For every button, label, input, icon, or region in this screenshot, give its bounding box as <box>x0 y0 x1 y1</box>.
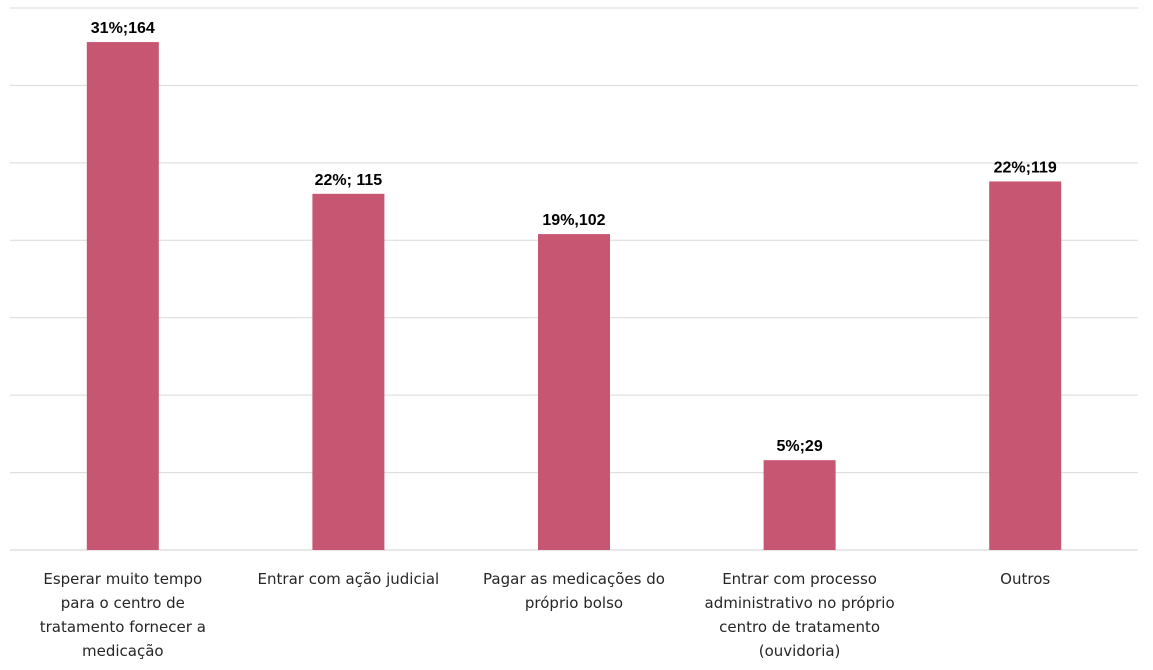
category-label: Outros <box>1000 570 1050 588</box>
category-label-line: Pagar as medicações do <box>483 570 665 588</box>
category-label-line: Outros <box>1000 570 1050 588</box>
data-label: 22%; 115 <box>315 172 383 189</box>
category-label-line: (ouvidoria) <box>759 642 841 660</box>
category-label-line: Entrar com processo <box>722 570 877 588</box>
data-label: 19%,102 <box>542 212 605 229</box>
data-label: 22%;119 <box>994 159 1057 176</box>
category-label-line: medicação <box>82 642 164 660</box>
data-label: 5%;29 <box>776 438 822 455</box>
bar <box>763 460 836 550</box>
category-label-line: administrativo no próprio <box>705 594 895 612</box>
data-label: 31%;164 <box>91 20 155 37</box>
bar <box>538 234 610 550</box>
category-label: Entrar com ação judicial <box>258 570 440 588</box>
bar <box>86 42 159 550</box>
category-label: Esperar muito tempo para o centro de trata… <box>40 570 206 660</box>
bar <box>312 193 385 551</box>
category-label: Pagar as medicações do próprio bolso <box>483 570 665 612</box>
bars <box>86 42 1062 551</box>
bar <box>989 181 1062 550</box>
category-label-line: tratamento fornecer a <box>40 618 206 636</box>
category-label-line: próprio bolso <box>525 594 623 612</box>
category-label: Entrar com processo administrativo no pró… <box>705 570 895 660</box>
category-label-line: centro de tratamento <box>719 618 880 636</box>
category-label-line: para o centro de <box>61 594 185 612</box>
category-labels: Esperar muito tempo para o centro de trata… <box>40 570 1051 660</box>
category-label-line: Entrar com ação judicial <box>258 570 440 588</box>
category-label-line: Esperar muito tempo <box>43 570 202 588</box>
data-labels: 31%;164 22%; 115 19%,102 5%;29 22%;119 <box>91 20 1057 455</box>
